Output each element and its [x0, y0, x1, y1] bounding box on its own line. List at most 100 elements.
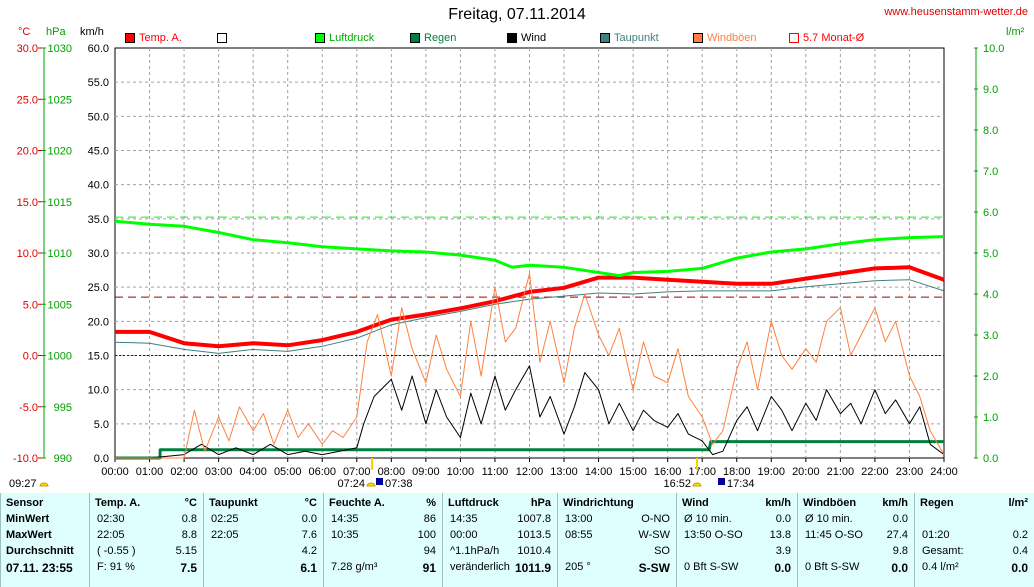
sunrise-icon — [366, 482, 376, 487]
table-column — [323, 493, 443, 587]
table-column — [0, 493, 90, 587]
row-detail: 205 ° — [565, 561, 591, 573]
hpa-tick-label: 995 — [54, 402, 72, 414]
x-tick-label: 14:00 — [585, 466, 613, 478]
column-unit: km/h — [765, 497, 791, 509]
temp-tick-label: -5.0 — [19, 402, 38, 414]
legend-item: Taupunkt — [600, 31, 659, 45]
hpa-unit: hPa — [46, 26, 66, 38]
row-value: 94 — [423, 545, 436, 557]
column-header: Windböen — [803, 497, 857, 509]
x-tick-label: 11:00 — [482, 466, 509, 478]
legend-item: Wind — [507, 31, 546, 45]
kmh-tick-label: 40.0 — [88, 180, 109, 192]
kmh-tick-label: 60.0 — [88, 43, 109, 55]
table-column — [557, 493, 677, 587]
dusk-icon — [718, 478, 725, 485]
row-value: 6.1 — [300, 561, 317, 575]
series-line — [115, 365, 945, 459]
legend-swatch — [410, 33, 420, 43]
legend-item: Luftdruck — [315, 31, 374, 45]
row-value: 1010.4 — [517, 545, 551, 557]
rain-unit: l/m² — [1006, 26, 1025, 38]
x-tick-label: 22:00 — [861, 466, 889, 478]
sunset-label: 16:52 — [663, 478, 691, 490]
legend-item: Regen — [410, 31, 456, 45]
row-detail: 02:25 — [211, 513, 239, 525]
legend-label: Luftdruck — [329, 32, 375, 44]
row-value: 5.15 — [175, 545, 197, 557]
column-header: Luftdruck — [448, 497, 499, 509]
kmh-tick-label: 25.0 — [88, 282, 109, 294]
column-header: Wind — [682, 497, 709, 509]
hpa-tick-label: 990 — [54, 453, 72, 465]
legend-label: 5.7 Monat-Ø — [803, 32, 865, 44]
temp-tick-label: -10.0 — [13, 453, 38, 465]
rain-tick-label: 1.0 — [983, 412, 998, 424]
x-tick-label: 05:00 — [274, 466, 302, 478]
row-detail: F: 91 % — [97, 561, 135, 573]
x-tick-label: 03:00 — [205, 466, 233, 478]
column-header: Taupunkt — [209, 497, 258, 509]
rain-tick-label: 2.0 — [983, 371, 998, 383]
row-value: 27.4 — [886, 529, 908, 541]
row-detail: 00:00 — [450, 529, 478, 541]
row-value: 1013.5 — [517, 529, 551, 541]
row-value: 0.0 — [892, 513, 908, 525]
row-value: W-SW — [638, 529, 670, 541]
row-detail: 11:45 O-SO — [805, 529, 863, 541]
temp-tick-label: 10.0 — [17, 248, 38, 260]
legend-label: Temp. A. — [139, 32, 182, 44]
kmh-unit: km/h — [80, 26, 104, 38]
row-detail: 02:30 — [97, 513, 125, 525]
rain-tick-label: 10.0 — [983, 43, 1004, 55]
rain-tick-label: 5.0 — [983, 248, 998, 260]
legend-swatch — [693, 33, 703, 43]
rain-tick-label: 8.0 — [983, 125, 998, 137]
kmh-tick-label: 10.0 — [88, 385, 109, 397]
row-detail: veränderlich — [450, 561, 510, 573]
kmh-tick-label: 30.0 — [88, 248, 109, 260]
x-tick-label: 24:00 — [930, 466, 958, 478]
rain-tick-label: 0.0 — [983, 453, 998, 465]
hpa-tick-label: 1030 — [48, 43, 72, 55]
row-detail: Gesamt: — [922, 545, 964, 557]
column-header: Windrichtung — [563, 497, 634, 509]
legend-item — [217, 31, 231, 45]
row-value: 3.9 — [775, 545, 791, 557]
legend-label: Windböen — [707, 32, 757, 44]
table-column — [676, 493, 798, 587]
series-line — [114, 219, 945, 278]
temp-tick-label: 25.0 — [17, 94, 38, 106]
row-label: MinWert — [6, 513, 50, 525]
column-unit: % — [426, 497, 436, 509]
table-column — [89, 493, 204, 587]
row-value: 0.0 — [775, 513, 791, 525]
x-tick-label: 04:00 — [239, 466, 267, 478]
legend-swatch — [600, 33, 610, 43]
rain-tick-label: 6.0 — [983, 207, 998, 219]
row-value: 86 — [423, 513, 436, 525]
column-unit: °C — [304, 497, 317, 509]
legend-label: Wind — [521, 32, 547, 44]
legend-item: Temp. A. — [125, 31, 182, 45]
column-header: Temp. A. — [95, 497, 141, 509]
hpa-tick-label: 1005 — [48, 299, 72, 311]
row-value: 100 — [417, 529, 436, 541]
series-line — [115, 273, 945, 459]
column-header: Regen — [920, 497, 954, 509]
legend-swatch — [125, 33, 135, 43]
row-detail: 14:35 — [450, 513, 478, 525]
rain-tick-label: 4.0 — [983, 289, 998, 301]
temp-unit: °C — [18, 26, 31, 38]
column-unit: l/m² — [1008, 497, 1028, 509]
row-value: 1007.8 — [517, 513, 551, 525]
site-url[interactable]: www.heusenstamm-wetter.de — [884, 6, 1028, 18]
row-detail: ^1.1hPa/h — [450, 545, 500, 557]
x-tick-label: 07:00 — [343, 466, 371, 478]
row-value: 0.8 — [181, 513, 197, 525]
weather-chart: 30.0 25.0 20.0 15.0 10.0 5.0 0.0 -5.0 -10.0 1030 1… — [9, 43, 1004, 490]
row-detail: 22:05 — [211, 529, 239, 541]
row-detail: 01:20 — [922, 529, 950, 541]
row-detail: Ø 10 min. — [684, 513, 732, 525]
